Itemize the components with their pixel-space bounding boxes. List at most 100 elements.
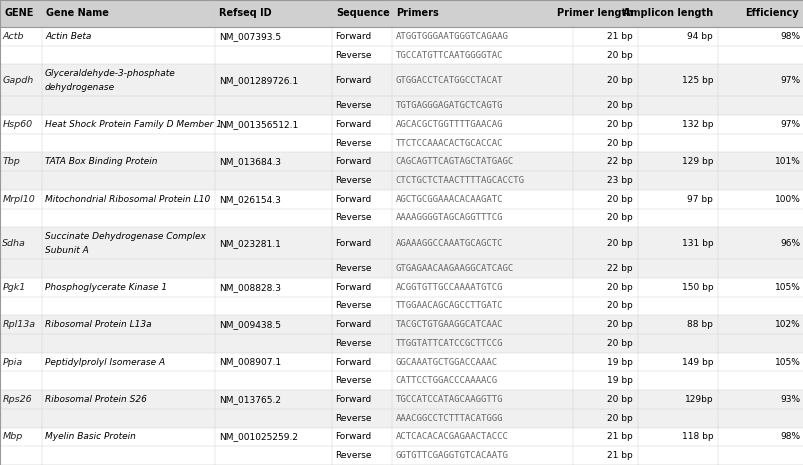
Bar [0, 446, 803, 465]
Text: CATTCCTGGACCCAAAACG: CATTCCTGGACCCAAAACG [395, 376, 497, 385]
Text: ATGGTGGGAATGGGTCAGAAG: ATGGTGGGAATGGGTCAGAAG [395, 32, 507, 41]
Text: Myelin Basic Protein: Myelin Basic Protein [45, 432, 136, 441]
Text: Reverse: Reverse [335, 414, 371, 423]
Text: Forward: Forward [335, 120, 371, 129]
Bar [0, 297, 803, 315]
Text: 94 bp: 94 bp [687, 32, 712, 41]
Text: NM_001025259.2: NM_001025259.2 [218, 432, 297, 441]
Bar [0, 0, 803, 27]
Bar [0, 278, 803, 297]
Bar [0, 315, 803, 334]
Text: Mbp: Mbp [2, 432, 22, 441]
Text: Gene Name: Gene Name [46, 8, 108, 19]
Text: AAAAGGGGTAGCAGGTTTCG: AAAAGGGGTAGCAGGTTTCG [395, 213, 503, 222]
Text: 20 bp: 20 bp [606, 76, 632, 85]
Text: Tbp: Tbp [2, 157, 20, 166]
Text: Reverse: Reverse [335, 176, 371, 185]
Text: Pgk1: Pgk1 [2, 283, 26, 292]
Text: Refseq ID: Refseq ID [219, 8, 271, 19]
Text: 23 bp: 23 bp [606, 176, 632, 185]
Text: TTGGAACAGCAGCCTTGATC: TTGGAACAGCAGCCTTGATC [395, 301, 503, 310]
Text: GTGGACCTCATGGCCTACAT: GTGGACCTCATGGCCTACAT [395, 76, 503, 85]
Text: TATA Box Binding Protein: TATA Box Binding Protein [45, 157, 157, 166]
Text: TGTGAGGGAGATGCTCAGTG: TGTGAGGGAGATGCTCAGTG [395, 101, 503, 110]
Text: 88 bp: 88 bp [687, 320, 712, 329]
Text: 20 bp: 20 bp [606, 414, 632, 423]
Text: 129bp: 129bp [683, 395, 712, 404]
Bar [0, 190, 803, 208]
Bar [0, 115, 803, 133]
Bar [0, 427, 803, 446]
Text: Forward: Forward [335, 283, 371, 292]
Text: 131 bp: 131 bp [681, 239, 712, 248]
Text: AGAAAGGCCAAATGCAGCTC: AGAAAGGCCAAATGCAGCTC [395, 239, 503, 248]
Text: Reverse: Reverse [335, 451, 371, 460]
Text: 97%: 97% [780, 76, 800, 85]
Text: GTGAGAACAAGAAGGCATCAGC: GTGAGAACAAGAAGGCATCAGC [395, 264, 513, 273]
Text: 100%: 100% [774, 195, 800, 204]
Text: TGCCATGTTCAATGGGGTAC: TGCCATGTTCAATGGGGTAC [395, 51, 503, 60]
Text: Succinate Dehydrogenase Complex: Succinate Dehydrogenase Complex [45, 232, 206, 241]
Text: 98%: 98% [780, 432, 800, 441]
Text: Hsp60: Hsp60 [2, 120, 32, 129]
Text: 20 bp: 20 bp [606, 139, 632, 147]
Text: Reverse: Reverse [335, 51, 371, 60]
Text: Forward: Forward [335, 395, 371, 404]
Text: 20 bp: 20 bp [606, 395, 632, 404]
Text: 22 bp: 22 bp [606, 264, 632, 273]
Text: 19 bp: 19 bp [606, 358, 632, 366]
Text: 20 bp: 20 bp [606, 101, 632, 110]
Bar [0, 227, 803, 259]
Text: Gapdh: Gapdh [2, 76, 34, 85]
Text: CTCTGCTCTAACTTTTAGCACCTG: CTCTGCTCTAACTTTTAGCACCTG [395, 176, 524, 185]
Text: 20 bp: 20 bp [606, 120, 632, 129]
Text: Reverse: Reverse [335, 213, 371, 222]
Text: Mitochondrial Ribosomal Protein L10: Mitochondrial Ribosomal Protein L10 [45, 195, 210, 204]
Text: 96%: 96% [780, 239, 800, 248]
Bar [0, 133, 803, 153]
Text: 125 bp: 125 bp [681, 76, 712, 85]
Text: 105%: 105% [774, 283, 800, 292]
Text: Actb: Actb [2, 32, 24, 41]
Text: 20 bp: 20 bp [606, 51, 632, 60]
Text: Subunit A: Subunit A [45, 246, 88, 255]
Text: Forward: Forward [335, 195, 371, 204]
Bar [0, 65, 803, 96]
Text: Actin Beta: Actin Beta [45, 32, 92, 41]
Text: 20 bp: 20 bp [606, 213, 632, 222]
Text: Forward: Forward [335, 358, 371, 366]
Text: Rpl13a: Rpl13a [2, 320, 35, 329]
Text: 101%: 101% [774, 157, 800, 166]
Text: 19 bp: 19 bp [606, 376, 632, 385]
Bar [0, 171, 803, 190]
Text: 20 bp: 20 bp [606, 283, 632, 292]
Bar [0, 208, 803, 227]
Text: ACTCACACACGAGAACTACCC: ACTCACACACGAGAACTACCC [395, 432, 507, 441]
Text: AGCTGCGGAAACACAAGATC: AGCTGCGGAAACACAAGATC [395, 195, 503, 204]
Text: TGCCATCCATAGCAAGGTTG: TGCCATCCATAGCAAGGTTG [395, 395, 503, 404]
Text: TTGGTATTCATCCGCTTCCG: TTGGTATTCATCCGCTTCCG [395, 339, 503, 348]
Bar [0, 372, 803, 390]
Text: 21 bp: 21 bp [606, 32, 632, 41]
Text: NM_008907.1: NM_008907.1 [218, 358, 280, 366]
Text: ACGGTGTTGCCAAAATGTCG: ACGGTGTTGCCAAAATGTCG [395, 283, 503, 292]
Text: Reverse: Reverse [335, 139, 371, 147]
Text: 97 bp: 97 bp [687, 195, 712, 204]
Text: Reverse: Reverse [335, 101, 371, 110]
Text: NM_009438.5: NM_009438.5 [218, 320, 280, 329]
Text: NM_007393.5: NM_007393.5 [218, 32, 280, 41]
Text: dehydrogenase: dehydrogenase [45, 83, 115, 92]
Bar [0, 27, 803, 46]
Text: CAGCAGTTCAGTAGCTATGAGC: CAGCAGTTCAGTAGCTATGAGC [395, 157, 513, 166]
Text: Forward: Forward [335, 239, 371, 248]
Text: 149 bp: 149 bp [681, 358, 712, 366]
Text: 132 bp: 132 bp [681, 120, 712, 129]
Text: Sequence: Sequence [336, 8, 389, 19]
Text: 98%: 98% [780, 32, 800, 41]
Text: Reverse: Reverse [335, 339, 371, 348]
Bar [0, 259, 803, 278]
Text: Ppia: Ppia [2, 358, 22, 366]
Text: Sdha: Sdha [2, 239, 26, 248]
Text: Forward: Forward [335, 76, 371, 85]
Text: Glyceraldehyde-3-phosphate: Glyceraldehyde-3-phosphate [45, 69, 176, 78]
